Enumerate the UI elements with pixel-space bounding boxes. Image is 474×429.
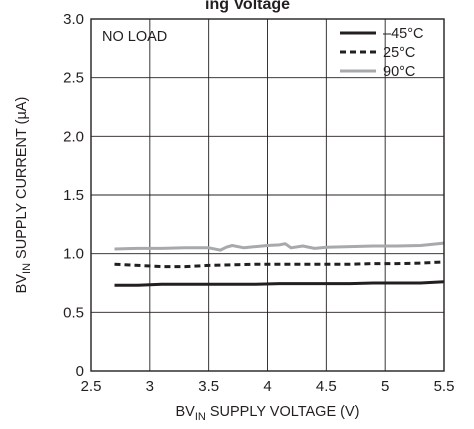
x-axis-label-suffix: SUPPLY VOLTAGE (V) <box>206 404 360 420</box>
x-tick-label: 4 <box>263 378 271 395</box>
y-tick-label: 1.5 <box>63 187 84 204</box>
y-tick-label: 0 <box>76 363 84 380</box>
x-tick-label: 3 <box>146 378 154 395</box>
series-line <box>114 260 445 269</box>
y-axis-label-prefix: BV <box>14 274 30 294</box>
header-fragment: ing Voltage <box>205 0 290 13</box>
y-axis-label-suffix: SUPPLY CURRENT (µA) <box>14 97 30 263</box>
y-axis-label-sub: IN <box>21 263 33 274</box>
legend: –45°C 25°C 90°C <box>340 26 423 80</box>
x-axis-label: BVIN SUPPLY VOLTAGE (V) <box>176 404 360 423</box>
x-axis-label-sub: IN <box>195 411 206 423</box>
plot-frame <box>90 18 445 372</box>
y-axis-label: BVIN SUPPLY CURRENT (µA) <box>14 97 33 294</box>
x-tick-label: 2.5 <box>81 378 102 395</box>
series-line <box>114 241 445 252</box>
y-tick-labels: 0 0.5 1.0 1.5 2.0 2.5 3.0 <box>63 11 84 380</box>
x-tick-label: 5.5 <box>434 378 455 395</box>
grid <box>91 19 444 371</box>
x-axis-label-prefix: BV <box>176 404 196 420</box>
y-tick-label: 2.5 <box>63 70 84 87</box>
x-tick-label: 3.5 <box>198 378 219 395</box>
legend-label: 25°C <box>383 45 415 61</box>
x-tick-labels: 2.5 3 3.5 4 4.5 5 5.5 <box>81 378 455 395</box>
legend-label: 90°C <box>383 64 415 80</box>
series-line <box>114 280 445 287</box>
y-tick-label: 0.5 <box>63 304 84 321</box>
y-tick-label: 3.0 <box>63 11 84 28</box>
y-tick-label: 2.0 <box>63 128 84 145</box>
series-lines <box>114 241 445 287</box>
x-tick-label: 5 <box>381 378 389 395</box>
x-tick-label: 4.5 <box>316 378 337 395</box>
no-load-annotation: NO LOAD <box>102 29 167 45</box>
y-tick-label: 1.0 <box>63 246 84 263</box>
legend-label: –45°C <box>383 26 423 42</box>
